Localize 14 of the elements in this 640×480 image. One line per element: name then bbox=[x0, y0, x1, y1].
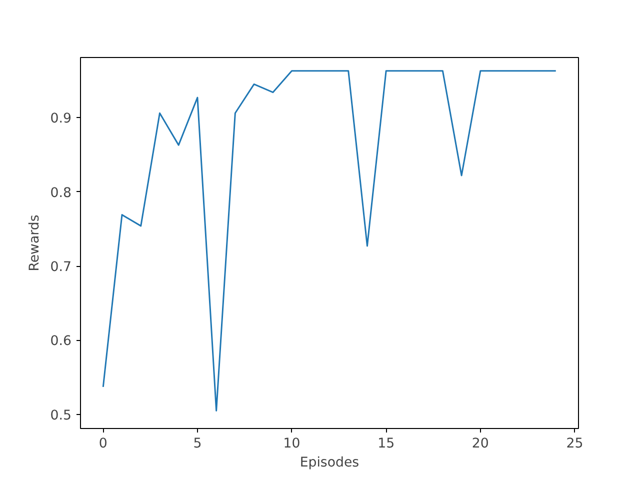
y-tick-label: 0.6 bbox=[50, 334, 72, 350]
x-tick-label: 25 bbox=[566, 436, 584, 452]
y-tick-label: 0.7 bbox=[50, 260, 72, 275]
x-tick-label: 20 bbox=[472, 436, 489, 452]
x-tick-label: 15 bbox=[378, 436, 395, 452]
y-tick-label: 0.9 bbox=[50, 112, 72, 127]
y-tick-label: 0.5 bbox=[50, 408, 72, 424]
line-series bbox=[102, 70, 557, 412]
x-tick-label: 10 bbox=[283, 436, 300, 452]
y-tick-label: 0.8 bbox=[50, 186, 72, 201]
y-axis-title: Rewards bbox=[27, 214, 42, 272]
x-axis-title: Episodes bbox=[300, 456, 360, 470]
x-tick-label: 5 bbox=[193, 436, 202, 452]
x-tick-label: 0 bbox=[98, 436, 108, 452]
